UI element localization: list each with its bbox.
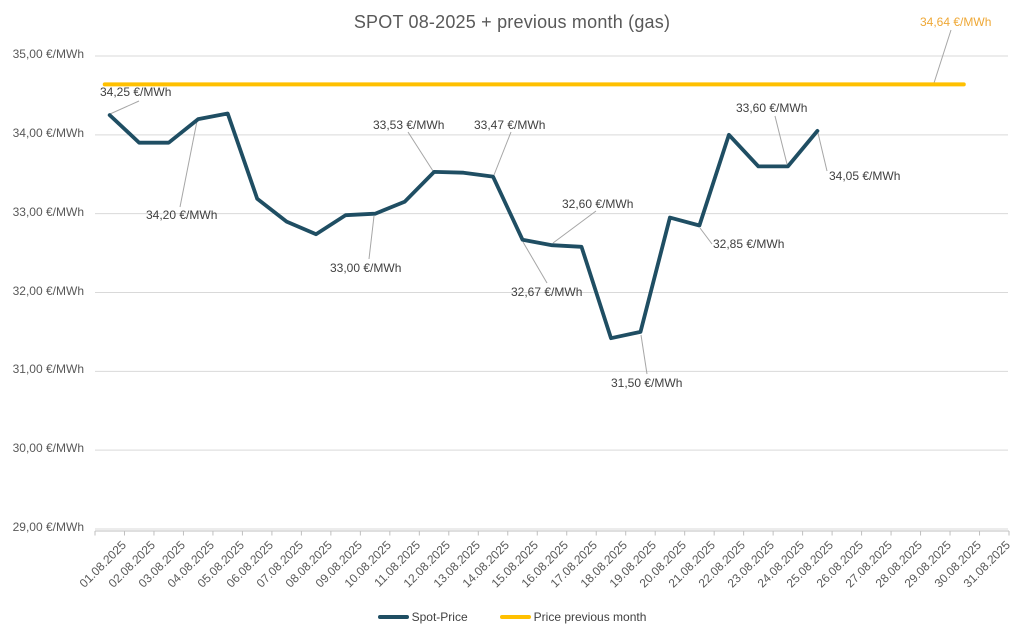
y-axis-tick-label: 35,00 €/MWh bbox=[12, 47, 84, 61]
annotation-leader bbox=[522, 241, 548, 284]
annotation-leader bbox=[368, 215, 375, 260]
y-axis-tick-label: 34,00 €/MWh bbox=[12, 125, 84, 140]
y-axis-tick-label: 33,00 €/MWh bbox=[12, 204, 84, 219]
chart-title: SPOT 08-2025 + previous month (gas) bbox=[353, 12, 671, 32]
data-label: 32,67 €/MWh bbox=[511, 285, 583, 299]
annotation-leader bbox=[407, 131, 434, 172]
data-label: 34,05 €/MWh bbox=[829, 169, 901, 183]
data-label: 34,64 €/MWh bbox=[920, 15, 992, 29]
y-axis-tick-label: 30,00 €/MWh bbox=[12, 441, 84, 456]
y-axis-tick-label: 32,00 €/MWh bbox=[12, 283, 84, 298]
data-label: 32,85 €/MWh bbox=[713, 237, 785, 251]
legend-item-spot-price: Spot-Price bbox=[377, 610, 468, 624]
annotation-leader bbox=[493, 131, 512, 176]
previous-month-swatch bbox=[499, 615, 531, 619]
annotation-leader bbox=[552, 210, 597, 244]
annotation-leader bbox=[817, 132, 828, 172]
legend-label-spot-price: Spot-Price bbox=[411, 610, 468, 624]
annotation-leader bbox=[699, 227, 713, 245]
data-label: 33,00 €/MWh bbox=[330, 261, 402, 275]
spot-price-line bbox=[107, 111, 820, 341]
legend-label-previous-month: Price previous month bbox=[533, 610, 647, 624]
legend-item-previous-month: Price previous month bbox=[499, 610, 647, 624]
annotation-leader bbox=[179, 120, 198, 208]
data-label: 31,50 €/MWh bbox=[611, 376, 683, 390]
legend: Spot-Price Price previous month bbox=[0, 610, 1024, 624]
data-label: 33,53 €/MWh bbox=[373, 118, 445, 132]
annotation-leader bbox=[933, 29, 952, 84]
data-label: 34,20 €/MWh bbox=[146, 208, 218, 222]
y-axis-tick-label: 31,00 €/MWh bbox=[12, 362, 84, 377]
annotation-leader bbox=[640, 334, 648, 375]
annotation-leader bbox=[774, 115, 788, 165]
data-label: 33,60 €/MWh bbox=[736, 101, 808, 115]
spot-price-swatch bbox=[377, 615, 409, 619]
data-label: 33,47 €/MWh bbox=[474, 118, 546, 132]
annotation-leader bbox=[109, 100, 140, 115]
data-label: 32,60 €/MWh bbox=[562, 197, 634, 211]
y-axis-tick-label: 29,00 €/MWh bbox=[12, 520, 84, 534]
data-label: 34,25 €/MWh bbox=[100, 85, 172, 99]
